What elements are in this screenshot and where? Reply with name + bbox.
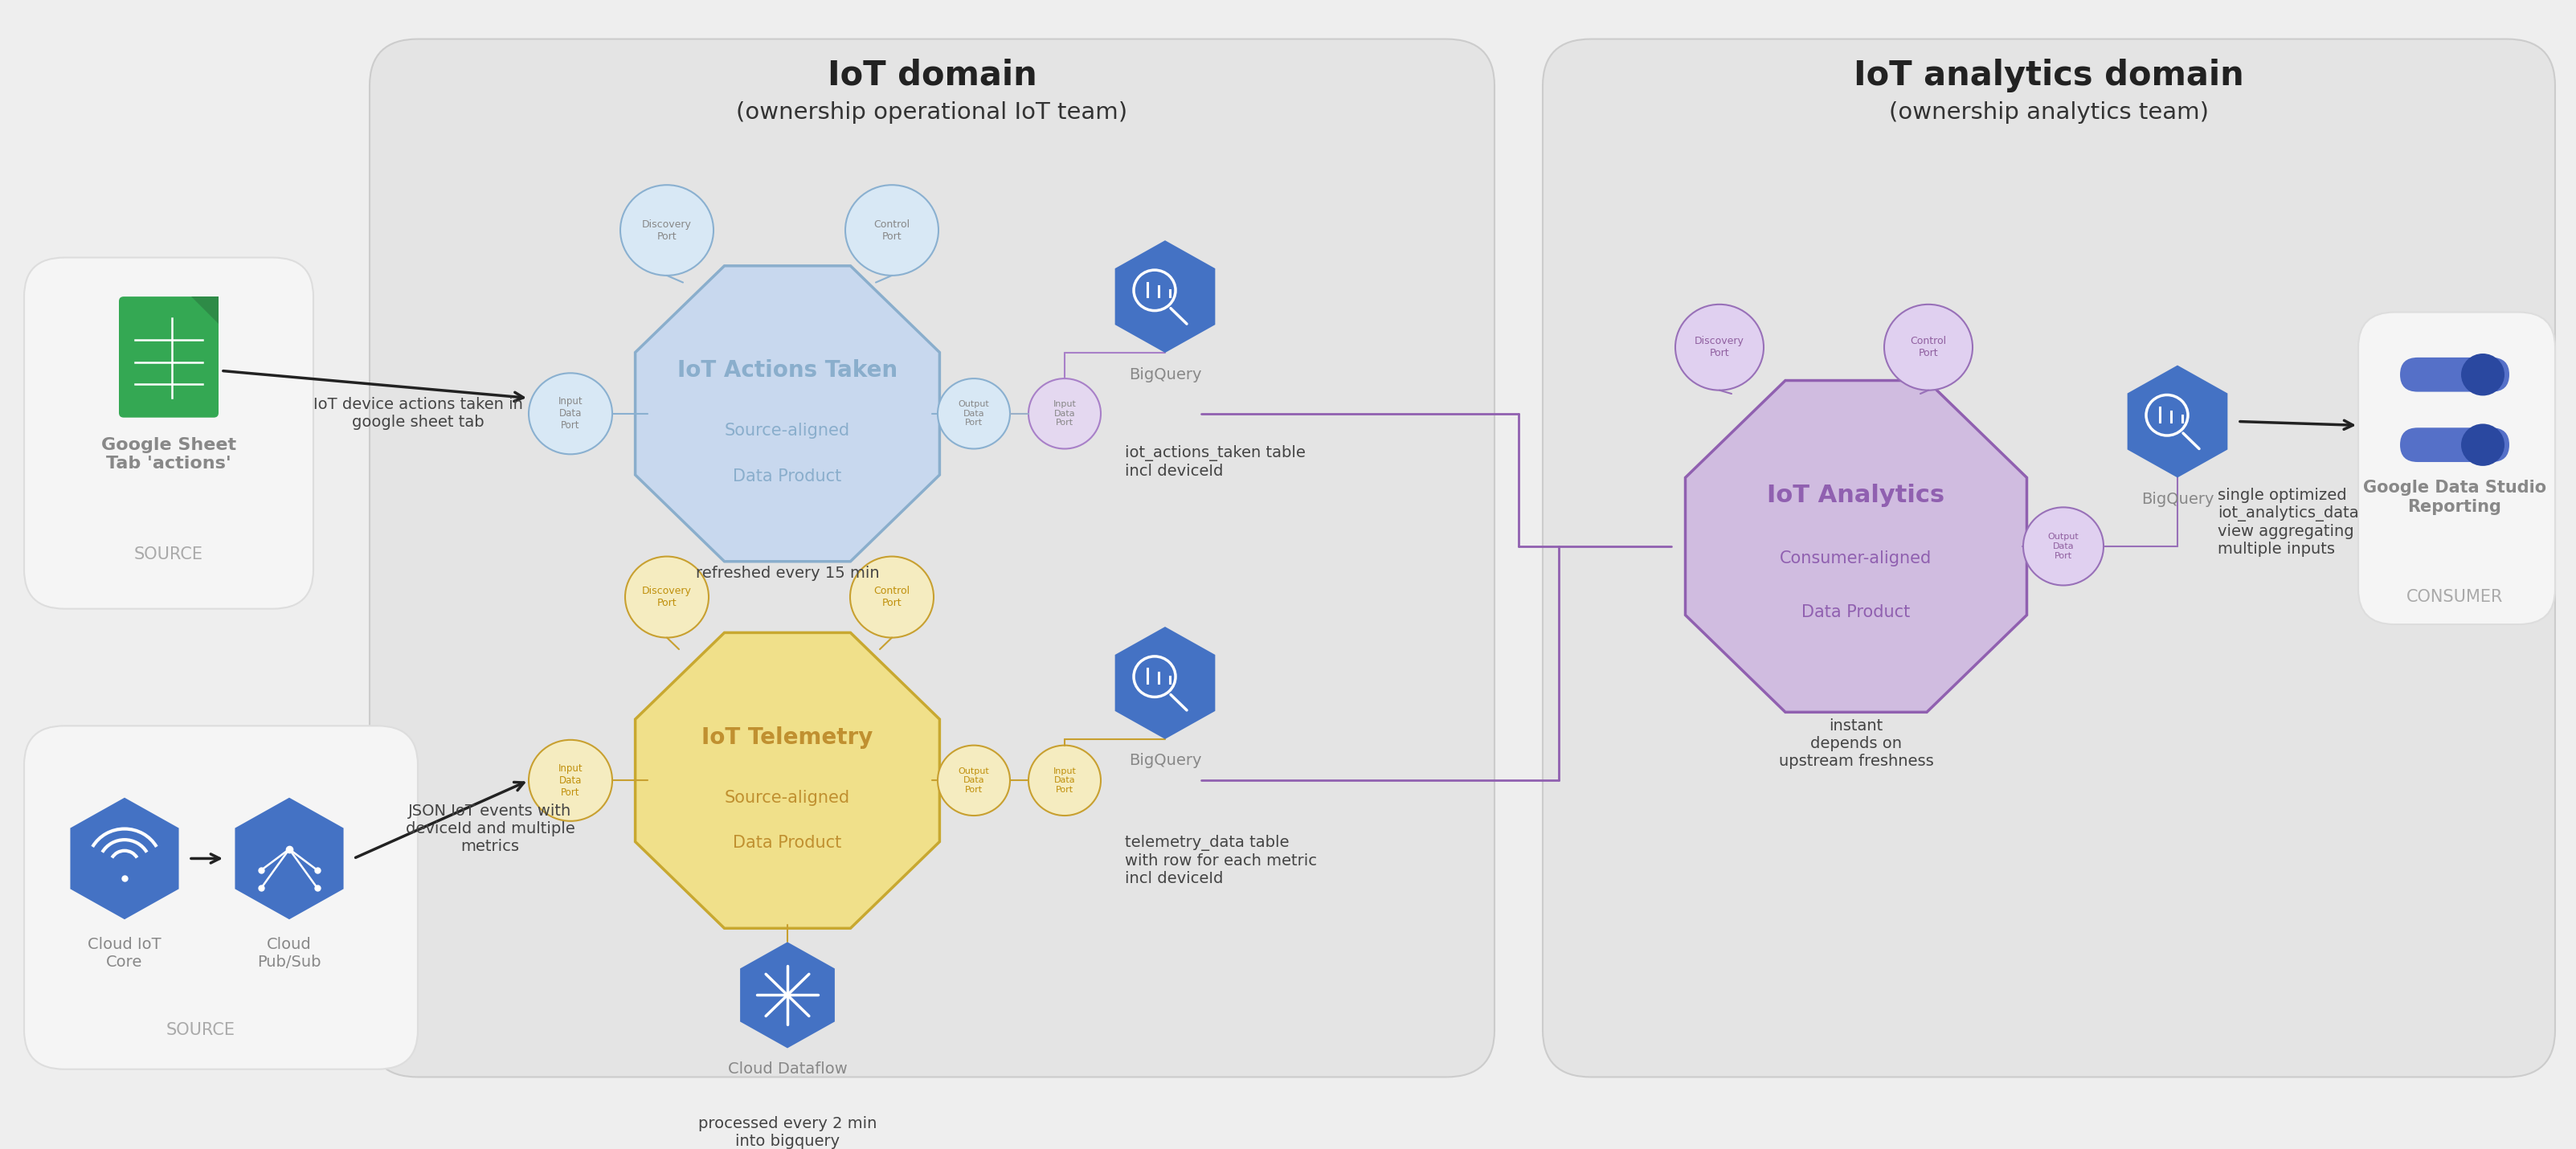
Text: SOURCE: SOURCE: [167, 1021, 234, 1038]
FancyBboxPatch shape: [1543, 39, 2555, 1077]
Text: Output
Data
Port: Output Data Port: [958, 400, 989, 427]
Circle shape: [528, 373, 613, 454]
Circle shape: [626, 556, 708, 638]
Circle shape: [2022, 508, 2105, 585]
Text: (ownership operational IoT team): (ownership operational IoT team): [737, 101, 1128, 124]
Text: Data Product: Data Product: [1801, 604, 1911, 620]
Polygon shape: [1115, 240, 1216, 353]
Circle shape: [938, 746, 1010, 816]
Polygon shape: [636, 633, 940, 928]
Text: Consumer-aligned: Consumer-aligned: [1780, 550, 1932, 566]
Text: IoT device actions taken in
google sheet tab: IoT device actions taken in google sheet…: [314, 398, 523, 430]
Text: Input
Data
Port: Input Data Port: [559, 763, 582, 797]
Polygon shape: [2128, 365, 2228, 478]
Text: Cloud Dataflow: Cloud Dataflow: [726, 1062, 848, 1077]
Text: iot_actions_taken table
incl deviceId: iot_actions_taken table incl deviceId: [1126, 445, 1306, 479]
Text: (ownership analytics team): (ownership analytics team): [1888, 101, 2208, 124]
Text: SOURCE: SOURCE: [134, 546, 204, 562]
Circle shape: [938, 378, 1010, 449]
Circle shape: [2460, 354, 2504, 395]
Text: IoT analytics domain: IoT analytics domain: [1855, 59, 2244, 92]
FancyBboxPatch shape: [2401, 427, 2509, 462]
Text: JSON IoT events with
deviceId and multiple
metrics: JSON IoT events with deviceId and multip…: [404, 804, 574, 855]
Text: BigQuery: BigQuery: [1128, 367, 1200, 383]
Text: Input
Data
Port: Input Data Port: [1054, 768, 1077, 794]
FancyBboxPatch shape: [23, 726, 417, 1070]
Polygon shape: [739, 942, 835, 1048]
FancyBboxPatch shape: [23, 257, 314, 609]
Text: Discovery
Port: Discovery Port: [1695, 336, 1744, 358]
Text: Cloud
Pub/Sub: Cloud Pub/Sub: [258, 936, 322, 970]
FancyBboxPatch shape: [118, 296, 219, 417]
Text: Google Data Studio
Reporting: Google Data Studio Reporting: [2362, 480, 2545, 515]
Text: Cloud IoT
Core: Cloud IoT Core: [88, 936, 162, 970]
Circle shape: [621, 185, 714, 276]
Text: Control
Port: Control Port: [1911, 336, 1947, 358]
Text: BigQuery: BigQuery: [1128, 753, 1200, 769]
Text: Input
Data
Port: Input Data Port: [559, 396, 582, 431]
Circle shape: [1028, 378, 1100, 449]
Text: IoT domain: IoT domain: [827, 59, 1036, 92]
Text: Control
Port: Control Port: [873, 586, 909, 608]
Text: IoT Telemetry: IoT Telemetry: [701, 726, 873, 749]
Text: refreshed every 15 min: refreshed every 15 min: [696, 565, 878, 581]
Circle shape: [845, 185, 938, 276]
Text: CONSUMER: CONSUMER: [2406, 589, 2504, 606]
Text: Source-aligned: Source-aligned: [724, 423, 850, 439]
Text: Data Product: Data Product: [734, 835, 842, 851]
Circle shape: [1674, 304, 1765, 391]
Text: Source-aligned: Source-aligned: [724, 789, 850, 805]
Polygon shape: [1115, 626, 1216, 739]
FancyBboxPatch shape: [2401, 357, 2509, 392]
Text: processed every 2 min
into bigquery: processed every 2 min into bigquery: [698, 1116, 876, 1149]
Circle shape: [850, 556, 933, 638]
Text: IoT Analytics: IoT Analytics: [1767, 484, 1945, 507]
Circle shape: [1883, 304, 1973, 391]
Text: telemetry_data table
with row for each metric
incl deviceId: telemetry_data table with row for each m…: [1126, 835, 1316, 887]
Text: Google Sheet
Tab 'actions': Google Sheet Tab 'actions': [100, 437, 237, 472]
Text: IoT Actions Taken: IoT Actions Taken: [677, 360, 896, 381]
Text: Data Product: Data Product: [734, 468, 842, 484]
Text: Input
Data
Port: Input Data Port: [1054, 400, 1077, 427]
Text: Output
Data
Port: Output Data Port: [2048, 533, 2079, 560]
Circle shape: [2460, 424, 2504, 466]
Text: single optimized
iot_analytics_data
view aggregating
multiple inputs: single optimized iot_analytics_data view…: [2218, 488, 2360, 557]
Polygon shape: [234, 797, 343, 919]
Text: Discovery
Port: Discovery Port: [641, 586, 693, 608]
Polygon shape: [1685, 380, 2027, 712]
Polygon shape: [70, 797, 178, 919]
Text: Output
Data
Port: Output Data Port: [958, 768, 989, 794]
Polygon shape: [191, 296, 219, 324]
Circle shape: [528, 740, 613, 822]
Text: Discovery
Port: Discovery Port: [641, 219, 693, 241]
Text: Control
Port: Control Port: [873, 219, 909, 241]
FancyBboxPatch shape: [368, 39, 1494, 1077]
Text: BigQuery: BigQuery: [2141, 492, 2213, 507]
FancyBboxPatch shape: [2357, 313, 2555, 624]
Polygon shape: [636, 265, 940, 562]
Text: instant
depends on
upstream freshness: instant depends on upstream freshness: [1777, 718, 1935, 769]
Circle shape: [1028, 746, 1100, 816]
